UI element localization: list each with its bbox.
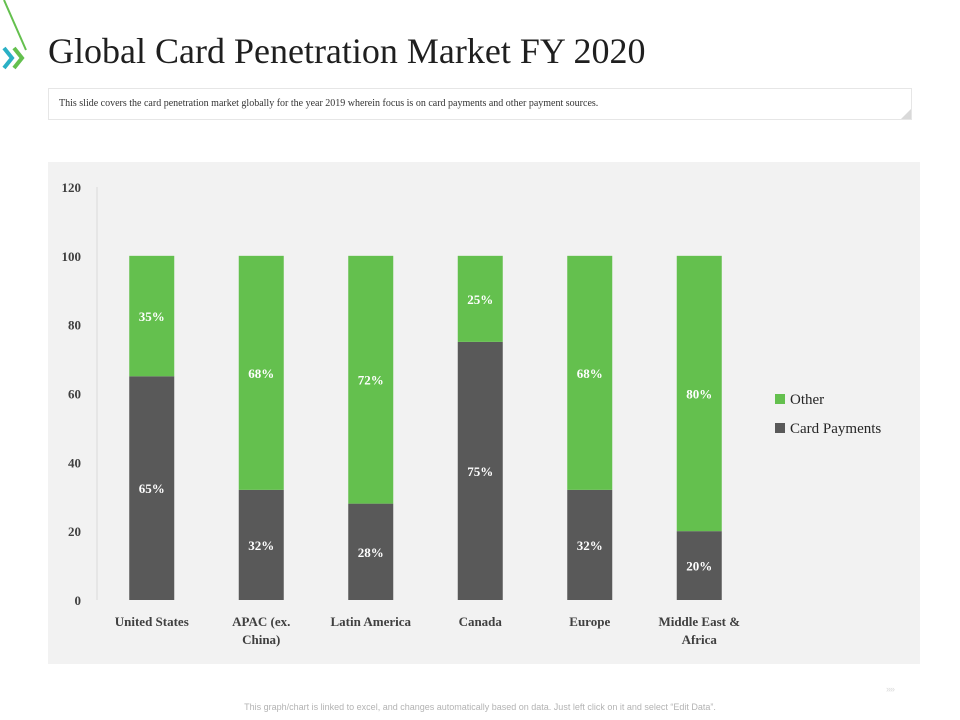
- x-tick-label: Middle East &: [658, 614, 740, 629]
- legend-label: Card Payments: [790, 421, 881, 437]
- legend-label: Other: [790, 392, 824, 408]
- y-tick-label: 100: [62, 249, 82, 264]
- x-tick-label: China): [242, 632, 280, 647]
- x-tick-label: Africa: [682, 632, 718, 647]
- bar-card-payments: [348, 503, 394, 600]
- data-label: 68%: [248, 366, 274, 381]
- footer-arrows-icon: ››››: [886, 684, 895, 694]
- y-tick-label: 40: [68, 455, 81, 470]
- bar-other: [457, 255, 503, 342]
- data-label: 35%: [139, 309, 165, 324]
- bar-card-payments: [457, 341, 503, 600]
- x-tick-label: Canada: [459, 614, 503, 629]
- legend: Other Card Payments: [775, 392, 881, 437]
- data-label: 25%: [467, 292, 493, 307]
- bar-card-payments: [676, 531, 722, 600]
- data-label: 32%: [248, 538, 274, 553]
- legend-swatch: [775, 394, 785, 404]
- y-tick-label: 60: [68, 387, 81, 402]
- bar-card-payments: [238, 489, 284, 600]
- bar-card-payments: [129, 376, 175, 600]
- bar-other: [238, 255, 284, 490]
- y-tick-label: 20: [68, 524, 81, 539]
- data-label: 65%: [139, 481, 165, 496]
- bars: 65% 35% 32% 68% 28% 72% 75% 25% 32% 68% 20% 80%: [129, 255, 722, 600]
- footer-note: This graph/chart is linked to excel, and…: [244, 702, 716, 712]
- description-text: This slide covers the card penetration m…: [59, 98, 599, 109]
- data-label: 75%: [467, 464, 493, 479]
- y-tick-label: 80: [68, 318, 81, 333]
- data-label: 32%: [577, 538, 603, 553]
- x-tick-label: Latin America: [330, 614, 411, 629]
- x-tick-label: APAC (ex.: [232, 614, 290, 629]
- data-label: 20%: [686, 559, 712, 574]
- bar-other: [676, 255, 722, 532]
- decorative-accent-line: [3, 0, 27, 51]
- page-title: Global Card Penetration Market FY 2020: [48, 31, 646, 71]
- y-tick-label: 0: [75, 593, 82, 608]
- y-tick-label: 120: [62, 180, 82, 195]
- x-tick-label: Europe: [569, 614, 610, 629]
- x-tick-label: United States: [115, 614, 189, 629]
- bar-other: [129, 255, 175, 377]
- double-chevron-icon: [2, 46, 25, 70]
- data-label: 68%: [577, 366, 603, 381]
- folded-corner: [901, 109, 911, 119]
- bar-other: [567, 255, 613, 490]
- x-axis: United States APAC (ex. China) Latin Americ…: [115, 614, 740, 647]
- description-box: This slide covers the card penetration m…: [48, 88, 912, 120]
- bar-other: [348, 255, 394, 504]
- data-label: 72%: [358, 373, 384, 388]
- y-axis: 0 20 40 60 80 100 120: [62, 180, 98, 608]
- data-label: 80%: [686, 387, 712, 402]
- data-label: 28%: [358, 545, 384, 560]
- legend-swatch: [775, 423, 785, 433]
- bar-card-payments: [567, 489, 613, 600]
